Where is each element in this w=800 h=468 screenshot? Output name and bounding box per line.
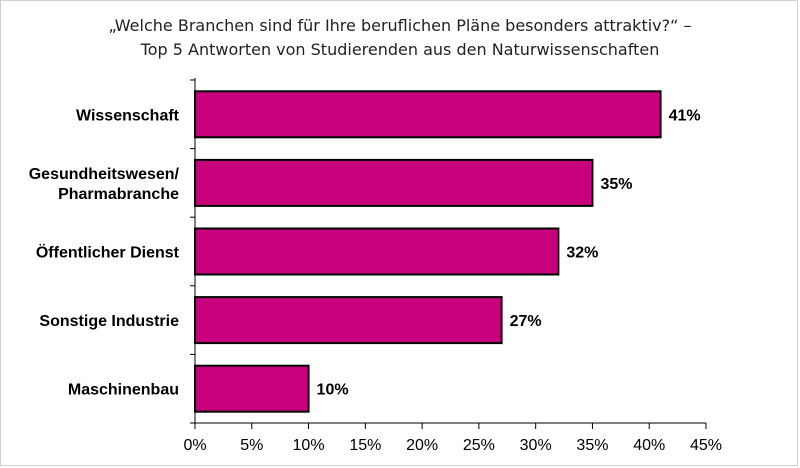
x-tick-label: 5% xyxy=(240,437,263,454)
x-tick-label: 0% xyxy=(183,437,206,454)
bar xyxy=(194,158,594,207)
bar xyxy=(194,364,310,413)
data-label: 10% xyxy=(317,382,349,399)
category-label: Sonstige Industrie xyxy=(39,313,179,330)
x-tick-label: 20% xyxy=(406,437,438,454)
bar xyxy=(194,227,560,276)
x-tick-label: 45% xyxy=(690,437,722,454)
x-tick-label: 25% xyxy=(463,437,495,454)
category-label: Pharmabranche xyxy=(58,186,179,203)
bar xyxy=(194,90,662,139)
data-label: 32% xyxy=(566,245,598,262)
chart-title-line-1: „Welche Branchen sind für Ihre beruflich… xyxy=(108,16,692,35)
category-label: Öffentlicher Dienst xyxy=(36,243,180,262)
category-label: Maschinenbau xyxy=(68,382,179,399)
category-label: Wissenschaft xyxy=(76,107,180,124)
x-tick-label: 40% xyxy=(633,437,665,454)
x-tick-label: 30% xyxy=(520,437,552,454)
chart-title: „Welche Branchen sind für Ihre beruflich… xyxy=(0,14,800,62)
x-tick-label: 10% xyxy=(293,437,325,454)
data-label: 41% xyxy=(669,107,701,124)
x-tick-label: 35% xyxy=(576,437,608,454)
chart-title-line-2: Top 5 Antworten von Studierenden aus den… xyxy=(140,40,660,59)
category-label: Gesundheitswesen/ xyxy=(29,166,180,183)
bar xyxy=(194,296,503,345)
data-label: 27% xyxy=(510,313,542,330)
data-label: 35% xyxy=(600,176,632,193)
x-tick-label: 15% xyxy=(349,437,381,454)
